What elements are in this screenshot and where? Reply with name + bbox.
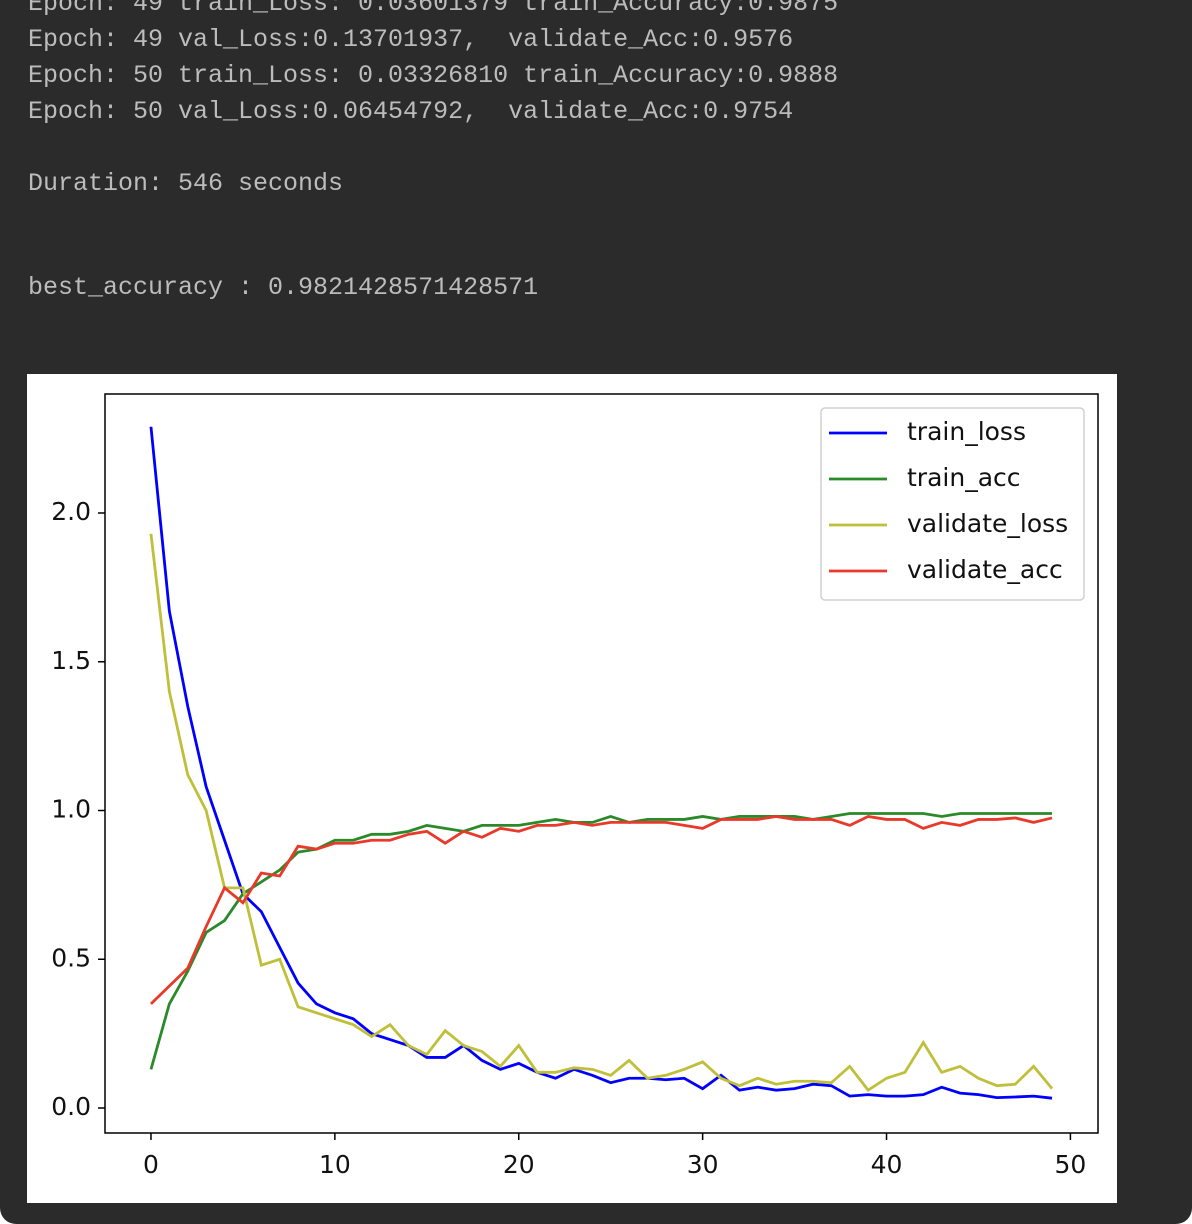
x-tick-label: 0 (143, 1150, 159, 1179)
x-tick-label: 50 (1055, 1150, 1087, 1179)
legend-label: validate_acc (907, 555, 1063, 584)
legend-label: train_loss (907, 417, 1026, 446)
series-line (149, 815, 1053, 1005)
legend-label: train_acc (907, 463, 1021, 492)
series-line (149, 426, 1053, 1100)
y-tick-label: 1.0 (51, 795, 91, 824)
console-line: Epoch: 49 train_Loss: 0.03601379 train_A… (28, 0, 839, 18)
chart: 0.0 0.5 1.0 1.5 2.0 0 10 20 30 40 50 train_losstrai… (27, 374, 1117, 1203)
x-tick-label: 30 (687, 1150, 719, 1179)
console-line: Duration: 546 seconds (28, 169, 344, 198)
console-line: Epoch: 50 val_Loss:0.06454792, validate_… (28, 97, 794, 126)
y-tick-label: 0.0 (51, 1092, 91, 1121)
y-tick-label: 0.5 (51, 943, 91, 972)
console-line: Epoch: 49 val_Loss:0.13701937, validate_… (28, 25, 794, 54)
x-tick-label: 10 (319, 1150, 351, 1179)
y-tick-label: 1.5 (51, 646, 91, 675)
console-line: Epoch: 50 train_Loss: 0.03326810 train_A… (28, 61, 839, 90)
x-tick-label: 40 (871, 1150, 903, 1179)
legend-label: validate_loss (907, 509, 1068, 538)
series-line (149, 533, 1054, 1093)
series-line (149, 812, 1053, 1070)
y-tick-label: 2.0 (51, 497, 91, 526)
plot-frame (104, 393, 1099, 1134)
legend-box (820, 407, 1085, 601)
x-tick-label: 20 (503, 1150, 535, 1179)
console-line: best_accuracy : 0.9821428571428571 (28, 273, 539, 302)
